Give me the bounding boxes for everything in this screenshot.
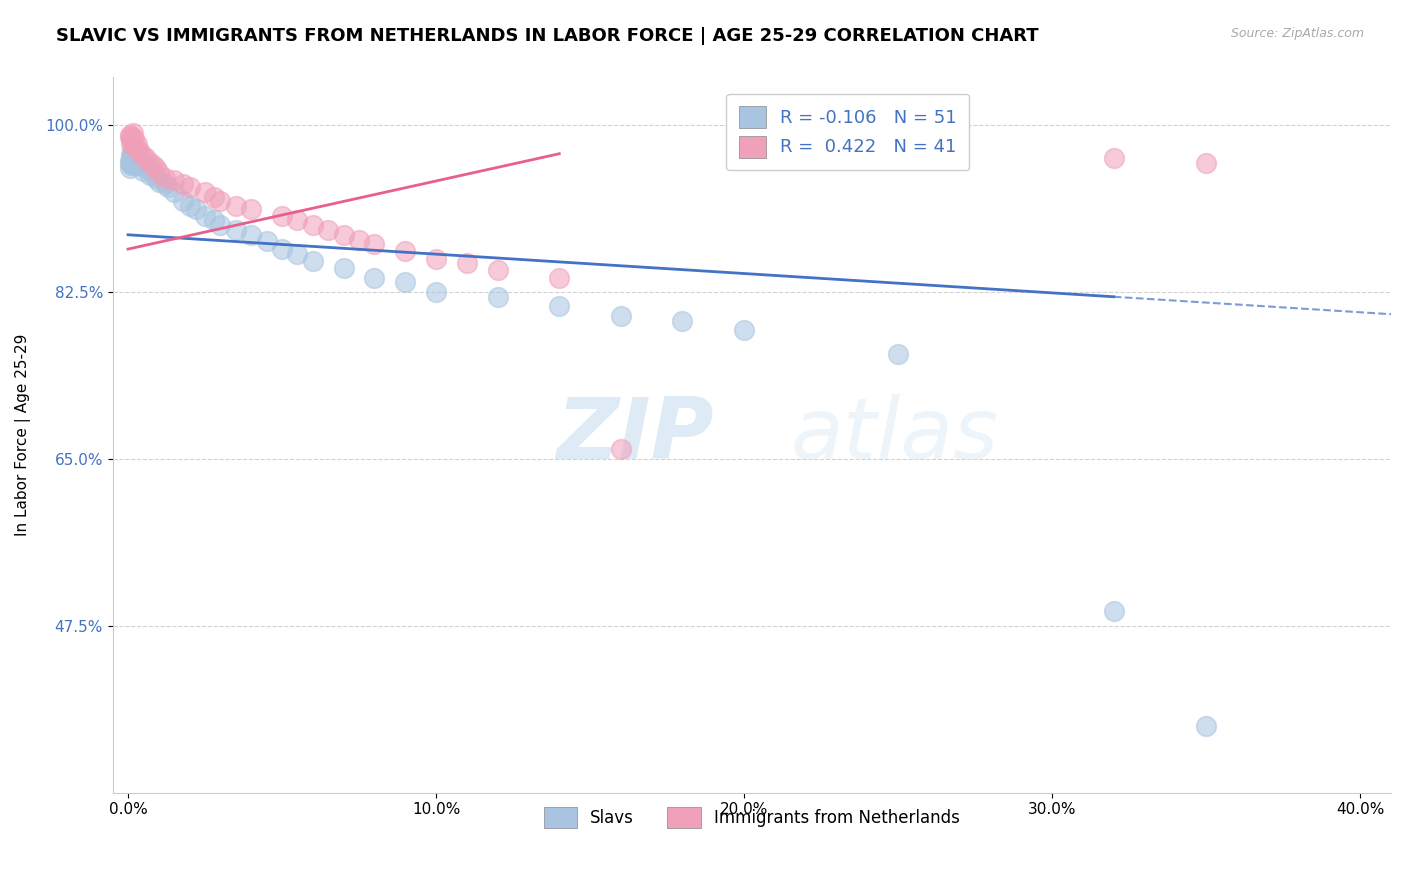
Point [122, 158, 145, 172]
Point [394, 244, 416, 258]
Point [120, 152, 142, 166]
Point [271, 242, 294, 256]
Point [671, 313, 693, 327]
Point [122, 153, 145, 168]
Point [548, 299, 571, 313]
Point [120, 132, 142, 146]
Legend: Slavs, Immigrants from Netherlands: Slavs, Immigrants from Netherlands [537, 801, 967, 834]
Point [129, 145, 152, 159]
Point [148, 175, 170, 189]
Point [172, 194, 194, 209]
Point [120, 146, 142, 161]
Point [129, 148, 152, 162]
Point [120, 154, 142, 169]
Text: SLAVIC VS IMMIGRANTS FROM NETHERLANDS IN LABOR FORCE | AGE 25-29 CORRELATION CHA: SLAVIC VS IMMIGRANTS FROM NETHERLANDS IN… [56, 27, 1039, 45]
Point [179, 199, 201, 213]
Point [148, 166, 170, 180]
Point [209, 219, 232, 233]
Point [1102, 152, 1125, 166]
Point [127, 158, 149, 172]
Point [548, 270, 571, 285]
Point [1195, 156, 1218, 170]
Point [332, 227, 354, 242]
Point [363, 270, 385, 285]
Point [887, 347, 910, 361]
Point [194, 185, 217, 199]
Point [157, 180, 180, 194]
Point [225, 199, 247, 213]
Point [733, 323, 755, 337]
Point [121, 142, 143, 156]
Point [202, 189, 225, 203]
Point [179, 180, 201, 194]
Point [118, 156, 141, 170]
Point [121, 126, 143, 140]
Point [1195, 719, 1218, 733]
Point [163, 173, 186, 187]
Point [122, 148, 145, 162]
Point [127, 137, 149, 152]
Text: ZIP: ZIP [555, 393, 713, 476]
Point [120, 158, 142, 172]
Point [486, 290, 509, 304]
Point [302, 253, 325, 268]
Point [127, 142, 149, 156]
Point [163, 185, 186, 199]
Point [132, 158, 155, 172]
Point [194, 209, 217, 223]
Point [240, 202, 263, 216]
Point [145, 170, 167, 185]
Point [118, 161, 141, 175]
Point [135, 152, 157, 166]
Point [153, 178, 176, 192]
Point [302, 219, 325, 233]
Point [121, 148, 143, 162]
Text: atlas: atlas [790, 393, 998, 476]
Point [135, 161, 157, 175]
Point [209, 194, 232, 209]
Point [153, 170, 176, 185]
Point [138, 156, 160, 170]
Point [1102, 605, 1125, 619]
Point [425, 285, 447, 299]
Point [184, 202, 207, 216]
Point [610, 442, 633, 457]
Point [132, 148, 155, 162]
Point [363, 237, 385, 252]
Point [120, 129, 142, 144]
Point [287, 213, 309, 227]
Point [122, 139, 145, 153]
Point [202, 213, 225, 227]
Point [240, 227, 263, 242]
Point [332, 261, 354, 276]
Point [256, 235, 278, 249]
Point [425, 252, 447, 266]
Point [129, 156, 152, 170]
Point [120, 137, 142, 152]
Point [145, 161, 167, 175]
Point [122, 132, 145, 146]
Point [138, 168, 160, 182]
Point [142, 158, 165, 172]
Point [172, 178, 194, 192]
Point [121, 129, 143, 144]
Point [132, 164, 155, 178]
Point [610, 309, 633, 323]
Point [394, 276, 416, 290]
Point [142, 166, 165, 180]
Point [225, 223, 247, 237]
Point [127, 152, 149, 166]
Point [456, 256, 478, 270]
Text: Source: ZipAtlas.com: Source: ZipAtlas.com [1230, 27, 1364, 40]
Point [486, 263, 509, 277]
Point [125, 156, 148, 170]
Point [347, 233, 370, 247]
Point [316, 223, 339, 237]
Y-axis label: In Labor Force | Age 25-29: In Labor Force | Age 25-29 [15, 334, 31, 536]
Point [287, 247, 309, 261]
Point [118, 128, 141, 142]
Point [271, 209, 294, 223]
Point [122, 145, 145, 159]
